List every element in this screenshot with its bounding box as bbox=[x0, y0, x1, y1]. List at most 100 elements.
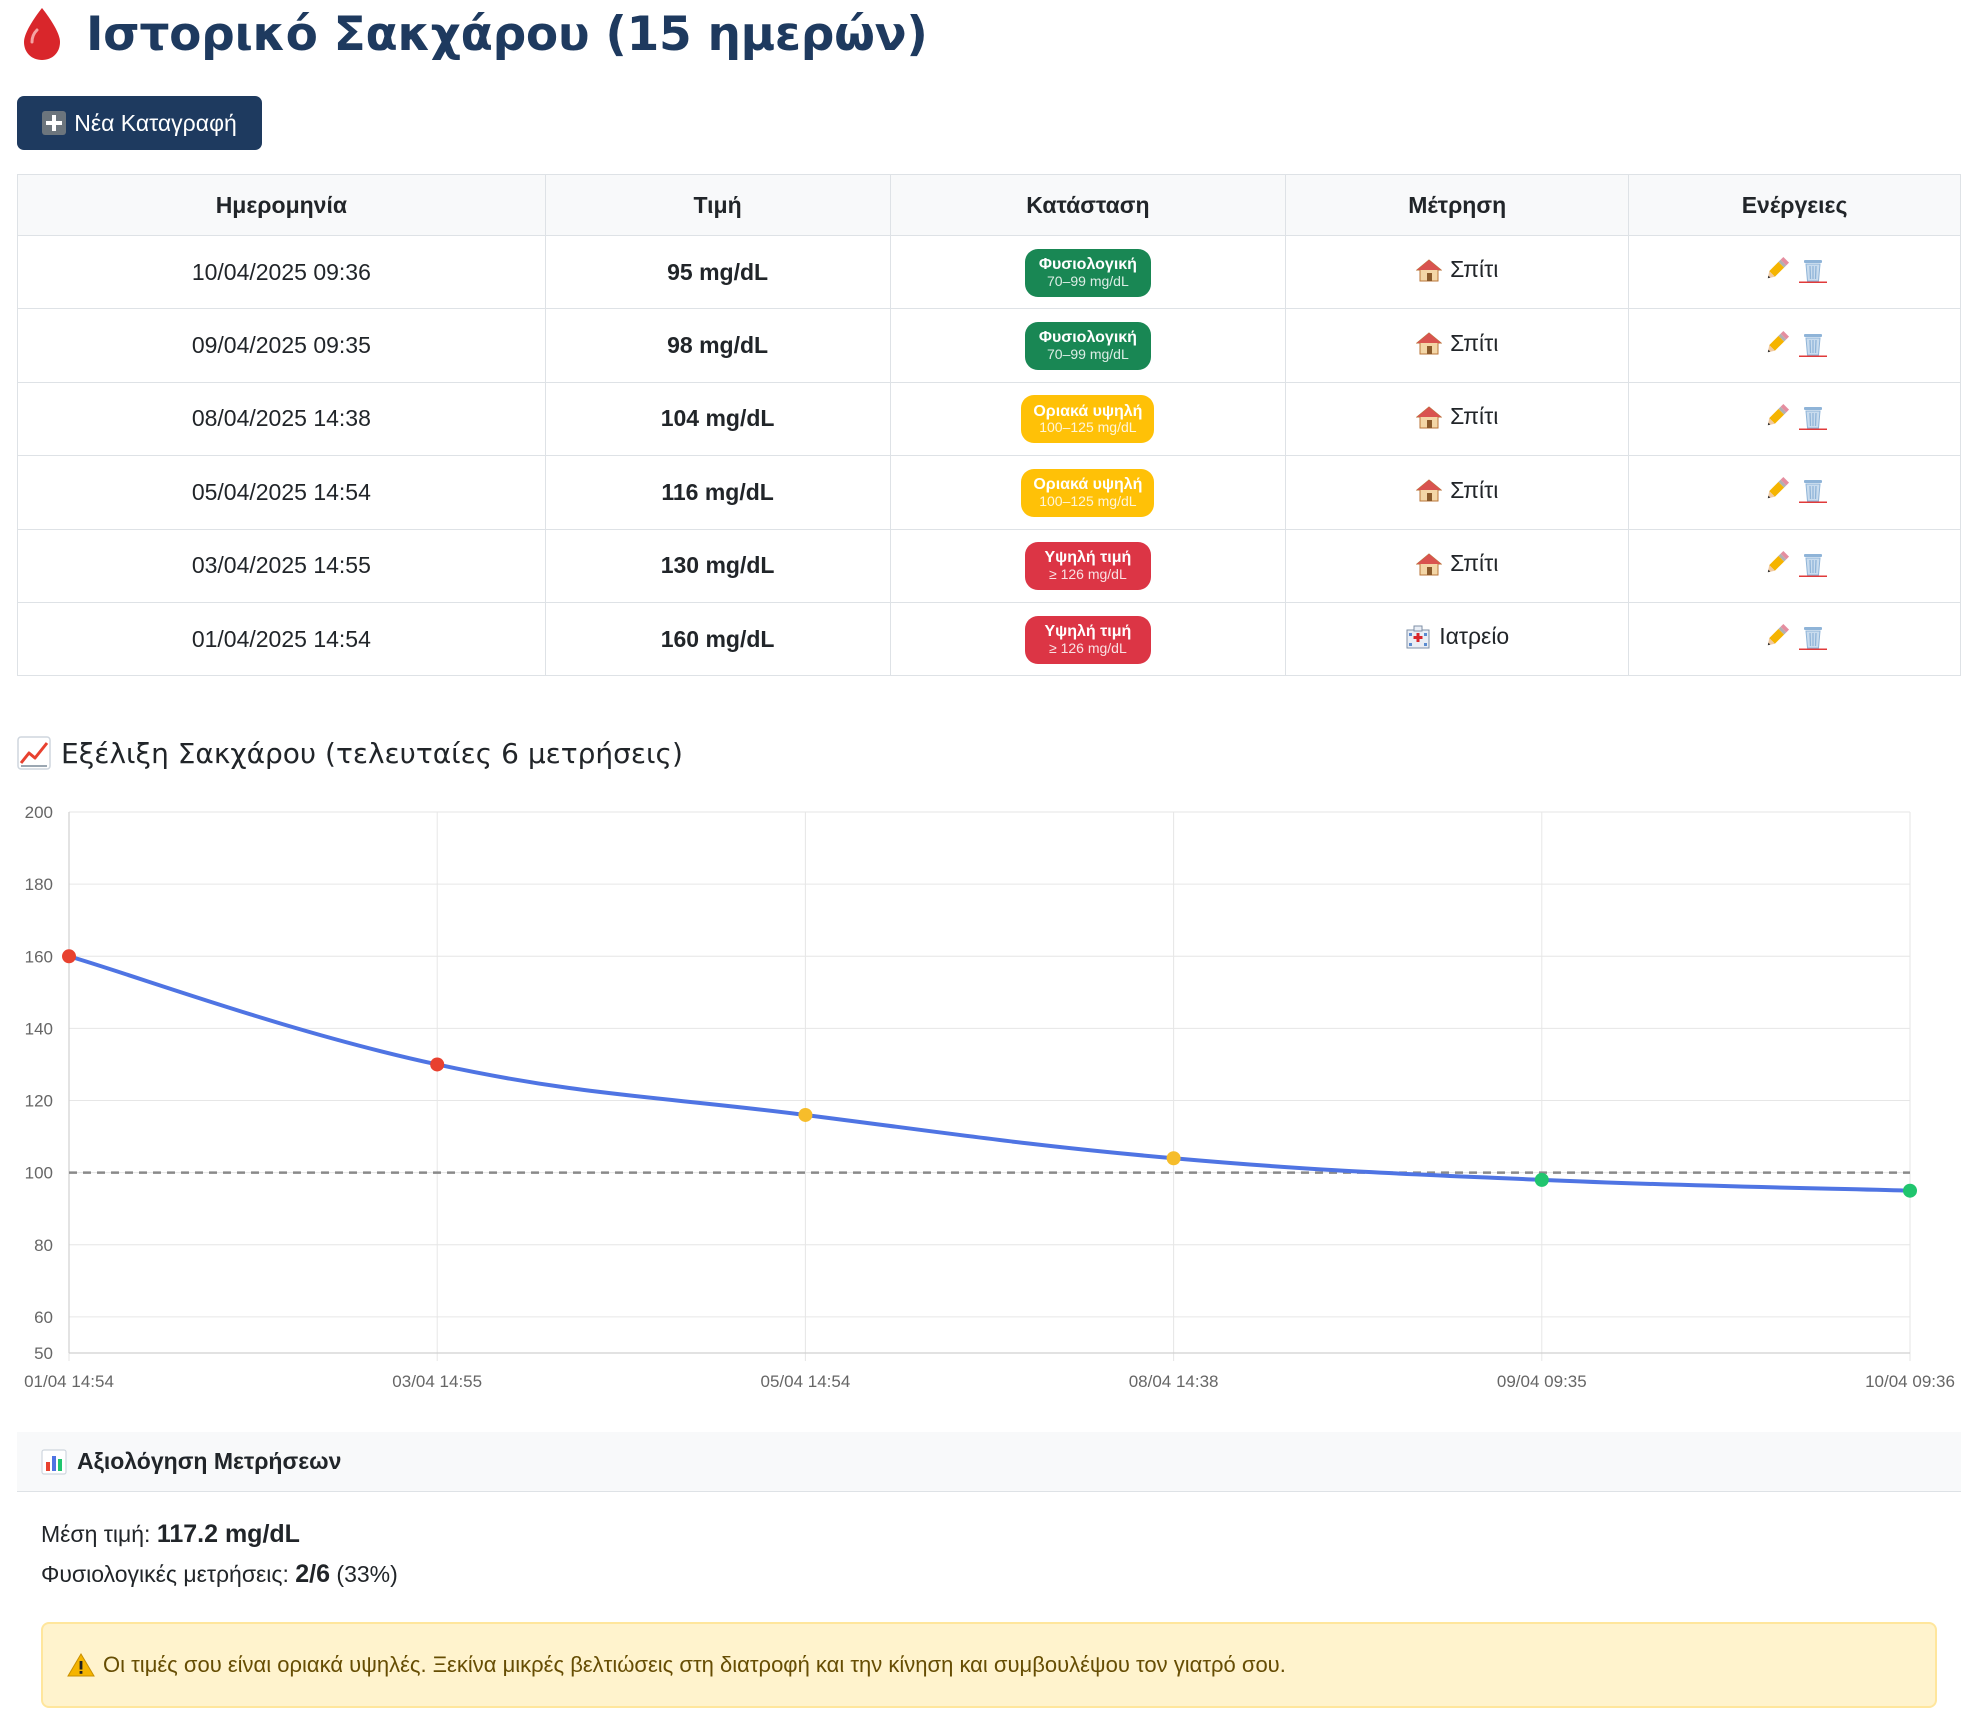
actions-cell bbox=[1628, 308, 1961, 383]
data-point bbox=[430, 1057, 445, 1072]
trash-icon[interactable] bbox=[1798, 549, 1827, 577]
x-tick-label: 08/04 14:38 bbox=[1129, 1372, 1219, 1391]
table-row: 10/04/2025 09:36 95 mg/dL Φυσιολογική 70… bbox=[17, 234, 1961, 310]
actions-cell bbox=[1628, 234, 1961, 310]
trash-icon[interactable] bbox=[1798, 475, 1827, 504]
status-label: Φυσιολογική bbox=[1038, 329, 1137, 347]
column-header-actions: Ενέργειες bbox=[1628, 174, 1961, 236]
pencil-icon[interactable] bbox=[1763, 402, 1791, 430]
pencil-icon[interactable] bbox=[1763, 475, 1791, 503]
location-label: Σπίτι bbox=[1450, 256, 1499, 283]
page-title: Ιστορικό Σακχάρου (15 ημερών) bbox=[86, 6, 928, 62]
normal-percent: (33%) bbox=[336, 1561, 398, 1587]
location-cell: Σπίτι bbox=[1285, 308, 1630, 383]
status-badge: Οριακά υψηλή 100–125 mg/dL bbox=[1021, 468, 1155, 517]
pencil-icon[interactable] bbox=[1763, 329, 1791, 357]
table-row: 08/04/2025 14:38 104 mg/dL Οριακά υψηλή … bbox=[17, 381, 1961, 457]
alert-text: Οι τιμές σου είναι οριακά υψηλές. Ξεκίνα… bbox=[103, 1652, 1286, 1677]
column-header-value[interactable]: Τιμή bbox=[544, 174, 891, 236]
location-label: Ιατρείο bbox=[1439, 623, 1510, 650]
value-cell: 98 mg/dL bbox=[544, 308, 891, 383]
new-entry-button[interactable]: Νέα Καταγραφή bbox=[17, 96, 262, 150]
normal-label: Φυσιολογικές μετρήσεις: bbox=[41, 1561, 289, 1587]
pencil-icon[interactable] bbox=[1763, 549, 1791, 577]
table-row: 09/04/2025 09:35 98 mg/dL Φυσιολογική 70… bbox=[17, 308, 1961, 383]
status-label: Οριακά υψηλή bbox=[1033, 402, 1143, 420]
location-label: Σπίτι bbox=[1450, 403, 1499, 430]
x-tick-label: 03/04 14:55 bbox=[392, 1372, 482, 1391]
y-tick-label: 80 bbox=[34, 1236, 53, 1255]
status-range: 100–125 mg/dL bbox=[1039, 492, 1137, 509]
advice-alert: Οι τιμές σου είναι οριακά υψηλές. Ξεκίνα… bbox=[41, 1622, 1937, 1708]
status-label: Υψηλή τιμή bbox=[1044, 549, 1132, 567]
date-text: 09/04/2025 09:35 bbox=[191, 332, 371, 359]
new-entry-label: Νέα Καταγραφή bbox=[74, 109, 237, 136]
column-header-date[interactable]: Ημερομηνία bbox=[17, 174, 546, 236]
trash-icon[interactable] bbox=[1798, 255, 1827, 284]
table-header-row: Ημερομηνία Τιμή Κατάσταση Μέτρηση Ενέργε… bbox=[17, 174, 1961, 236]
y-tick-label: 140 bbox=[25, 1019, 53, 1038]
actions-cell bbox=[1628, 381, 1961, 457]
status-badge: Φυσιολογική 70–99 mg/dL bbox=[1024, 321, 1151, 370]
date-cell: 09/04/2025 09:35 bbox=[17, 308, 546, 383]
status-cell: Οριακά υψηλή 100–125 mg/dL bbox=[889, 455, 1287, 530]
column-header-status[interactable]: Κατάσταση bbox=[889, 174, 1287, 236]
actions-cell bbox=[1628, 455, 1961, 530]
pencil-icon[interactable] bbox=[1763, 622, 1791, 650]
status-cell: Φυσιολογική 70–99 mg/dL bbox=[889, 234, 1287, 310]
x-tick-label: 01/04 14:54 bbox=[24, 1372, 114, 1391]
location-label: Σπίτι bbox=[1450, 476, 1499, 503]
evaluation-header: Αξιολόγηση Μετρήσεων bbox=[17, 1432, 1961, 1492]
date-text: 01/04/2025 14:54 bbox=[191, 625, 371, 652]
actions-cell bbox=[1628, 528, 1961, 603]
pencil-icon[interactable] bbox=[1763, 255, 1791, 283]
location-cell: Ιατρείο bbox=[1285, 601, 1630, 677]
location-cell: Σπίτι bbox=[1285, 455, 1630, 530]
date-cell: 05/04/2025 14:54 bbox=[17, 455, 546, 530]
column-header-location[interactable]: Μέτρηση bbox=[1285, 174, 1630, 236]
data-point bbox=[1166, 1151, 1181, 1166]
evaluation-title: Αξιολόγηση Μετρήσεων bbox=[77, 1448, 342, 1474]
x-tick-label: 10/04 09:36 bbox=[1865, 1372, 1955, 1391]
value-text: 95 mg/dL bbox=[667, 258, 769, 285]
house-icon bbox=[1415, 405, 1443, 429]
location-cell: Σπίτι bbox=[1285, 528, 1630, 603]
table-row: 05/04/2025 14:54 116 mg/dL Οριακά υψηλή … bbox=[17, 455, 1961, 530]
data-point bbox=[1903, 1183, 1917, 1198]
date-text: 05/04/2025 14:54 bbox=[191, 478, 371, 505]
trash-icon[interactable] bbox=[1798, 402, 1827, 430]
x-tick-label: 05/04 14:54 bbox=[760, 1372, 850, 1391]
trash-icon[interactable] bbox=[1798, 622, 1827, 651]
mean-value-line: Μέση τιμή: 117.2 mg/dL bbox=[41, 1520, 300, 1549]
status-label: Οριακά υψηλή bbox=[1033, 475, 1143, 493]
value-cell: 104 mg/dL bbox=[544, 381, 891, 457]
date-cell: 10/04/2025 09:36 bbox=[17, 234, 546, 310]
data-point bbox=[1534, 1172, 1549, 1187]
y-tick-label: 100 bbox=[25, 1164, 53, 1183]
location-label: Σπίτι bbox=[1450, 550, 1499, 576]
status-range: 100–125 mg/dL bbox=[1039, 419, 1137, 436]
x-tick-label: 09/04 09:35 bbox=[1497, 1372, 1587, 1391]
actions-cell bbox=[1628, 601, 1961, 677]
trash-icon[interactable] bbox=[1798, 329, 1827, 357]
status-range: 70–99 mg/dL bbox=[1047, 272, 1129, 289]
value-text: 130 mg/dL bbox=[660, 552, 775, 579]
status-badge: Υψηλή τιμή ≥ 126 mg/dL bbox=[1024, 542, 1151, 591]
table-row: 01/04/2025 14:54 160 mg/dL Υψηλή τιμή ≥ … bbox=[17, 601, 1961, 677]
y-tick-label: 60 bbox=[34, 1308, 53, 1327]
value-cell: 95 mg/dL bbox=[544, 234, 891, 310]
table-row: 03/04/2025 14:55 130 mg/dL Υψηλή τιμή ≥ … bbox=[17, 528, 1961, 603]
house-icon bbox=[1415, 552, 1443, 576]
warning-icon bbox=[67, 1653, 95, 1677]
date-cell: 03/04/2025 14:55 bbox=[17, 528, 546, 603]
date-cell: 08/04/2025 14:38 bbox=[17, 381, 546, 457]
house-icon bbox=[1415, 478, 1443, 502]
house-icon bbox=[1415, 258, 1443, 282]
status-badge: Οριακά υψηλή 100–125 mg/dL bbox=[1021, 395, 1155, 444]
date-text: 10/04/2025 09:36 bbox=[191, 258, 371, 285]
date-text: 08/04/2025 14:38 bbox=[191, 405, 371, 432]
normal-count-line: Φυσιολογικές μετρήσεις: 2/6 (33%) bbox=[41, 1560, 398, 1589]
value-text: 160 mg/dL bbox=[660, 625, 775, 652]
status-badge: Υψηλή τιμή ≥ 126 mg/dL bbox=[1024, 615, 1151, 664]
mean-label: Μέση τιμή: bbox=[41, 1521, 151, 1547]
